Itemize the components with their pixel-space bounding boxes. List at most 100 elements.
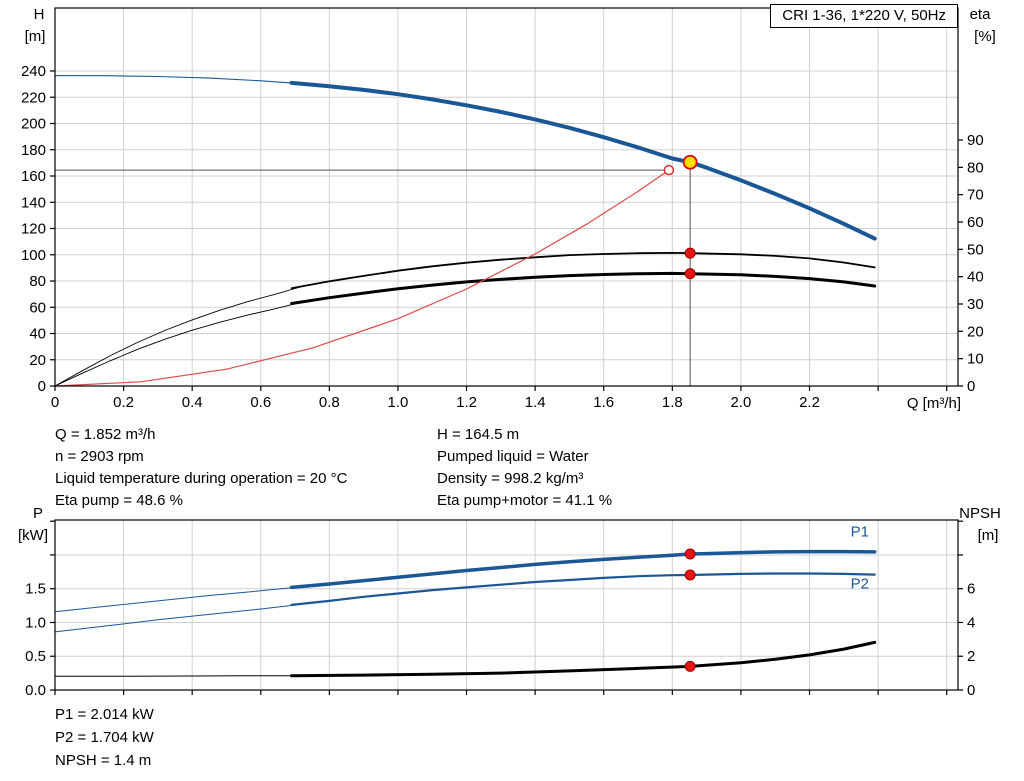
svg-text:70: 70 bbox=[967, 187, 984, 204]
svg-text:60: 60 bbox=[29, 299, 46, 316]
svg-text:0: 0 bbox=[51, 394, 59, 411]
svg-text:0: 0 bbox=[967, 682, 975, 699]
p1-curve-label: P1 bbox=[851, 524, 869, 541]
result-eta-pump-motor: Eta pump+motor = 41.1 % bbox=[437, 492, 613, 509]
svg-text:2.2: 2.2 bbox=[799, 394, 820, 411]
p1-duty-dot bbox=[684, 548, 696, 560]
svg-text:0.6: 0.6 bbox=[250, 394, 271, 411]
p1-curve-extension bbox=[54, 586, 303, 613]
svg-text:2: 2 bbox=[967, 648, 975, 665]
axis-labels: 0.0 0.5 1.0 1.5 0 2 4 6 P [kW] NPSH [m] P1 P2 bbox=[18, 505, 1001, 699]
svg-text:1.6: 1.6 bbox=[593, 394, 614, 411]
duty-results-right: H = 164.5 m Pumped liquid = Water Densit… bbox=[437, 424, 612, 512]
p1-curve bbox=[289, 549, 877, 590]
svg-text:90: 90 bbox=[967, 132, 984, 149]
result-eta-pump: Eta pump = 48.6 % bbox=[55, 492, 183, 509]
svg-text:0.0: 0.0 bbox=[25, 682, 46, 699]
duty-markers bbox=[684, 548, 696, 672]
svg-text:4: 4 bbox=[967, 614, 975, 631]
result-density: Density = 998.2 kg/m³ bbox=[437, 470, 584, 487]
plot-frame bbox=[54, 519, 959, 691]
eta-pump-duty-dot bbox=[684, 247, 696, 259]
svg-text:6: 6 bbox=[967, 581, 975, 598]
svg-text:40: 40 bbox=[29, 326, 46, 343]
svg-text:10: 10 bbox=[967, 351, 984, 368]
svg-text:P: P bbox=[33, 505, 43, 522]
axis-labels: 0 0.2 0.4 0.6 0.8 1.0 1.2 1.4 1.6 1.8 2.0 2.2 0 20 40 6… bbox=[21, 6, 996, 412]
npsh-duty-dot bbox=[684, 660, 696, 672]
svg-text:eta: eta bbox=[970, 6, 992, 23]
svg-text:[kW]: [kW] bbox=[18, 527, 48, 544]
result-p2: P2 = 1.704 kW bbox=[55, 729, 154, 746]
duty-results-left: Q = 1.852 m³/h n = 2903 rpm Liquid tempe… bbox=[55, 424, 347, 512]
eta-pump-motor-curve bbox=[290, 271, 877, 305]
svg-text:200: 200 bbox=[21, 116, 46, 133]
gridlines bbox=[55, 8, 958, 386]
svg-text:[m]: [m] bbox=[25, 28, 46, 45]
svg-text:[%]: [%] bbox=[974, 28, 996, 45]
svg-text:120: 120 bbox=[21, 221, 46, 238]
eta-pump-curve bbox=[290, 252, 876, 290]
x-axis-label: Q [m³/h] bbox=[907, 395, 961, 412]
plot-frame bbox=[54, 7, 959, 387]
power-npsh-chart: 0.0 0.5 1.0 1.5 0 2 4 6 P [kW] NPSH [m] P1 P2 bbox=[18, 505, 1001, 699]
npsh-curve bbox=[290, 640, 877, 678]
svg-text:H: H bbox=[34, 6, 45, 23]
svg-text:50: 50 bbox=[967, 241, 984, 258]
svg-text:80: 80 bbox=[29, 273, 46, 290]
svg-text:1.5: 1.5 bbox=[25, 581, 46, 598]
p2-duty-dot bbox=[684, 569, 696, 581]
svg-text:2.0: 2.0 bbox=[730, 394, 751, 411]
svg-text:NPSH: NPSH bbox=[959, 505, 1001, 522]
npsh-curve-extension bbox=[54, 675, 303, 677]
power-npsh-results: P1 = 2.014 kW P2 = 1.704 kW NPSH = 1.4 m bbox=[55, 703, 154, 772]
result-flow: Q = 1.852 m³/h bbox=[55, 426, 156, 443]
svg-text:1.0: 1.0 bbox=[25, 614, 46, 631]
result-npsh: NPSH = 1.4 m bbox=[55, 752, 152, 769]
svg-text:0.2: 0.2 bbox=[113, 394, 134, 411]
svg-text:180: 180 bbox=[21, 142, 46, 159]
svg-text:20: 20 bbox=[967, 323, 984, 340]
svg-text:0: 0 bbox=[967, 378, 975, 395]
duty-point-marker bbox=[663, 164, 675, 176]
system-curve bbox=[54, 169, 670, 387]
h-curve bbox=[289, 80, 877, 241]
eta-pump-motor-curve-extension bbox=[54, 301, 303, 387]
svg-text:0.4: 0.4 bbox=[182, 394, 203, 411]
svg-text:240: 240 bbox=[21, 63, 46, 80]
curves bbox=[54, 75, 877, 387]
p2-curve-label: P2 bbox=[851, 576, 869, 593]
duty-markers bbox=[663, 154, 698, 280]
svg-text:30: 30 bbox=[967, 296, 984, 313]
axes bbox=[50, 519, 963, 695]
svg-text:1.4: 1.4 bbox=[525, 394, 546, 411]
result-liquid-temperature: Liquid temperature during operation = 20… bbox=[55, 470, 348, 487]
curves bbox=[54, 549, 877, 678]
svg-text:1.0: 1.0 bbox=[388, 394, 409, 411]
svg-text:0.8: 0.8 bbox=[319, 394, 340, 411]
axes bbox=[50, 7, 963, 391]
eta-pump-motor-duty-dot bbox=[684, 268, 696, 280]
svg-text:0: 0 bbox=[38, 378, 46, 395]
result-p1: P1 = 2.014 kW bbox=[55, 706, 154, 723]
p2-curve-extension bbox=[54, 603, 303, 633]
svg-text:1.8: 1.8 bbox=[662, 394, 683, 411]
operating-point-marker bbox=[682, 154, 698, 170]
qh-eta-chart: 0 0.2 0.4 0.6 0.8 1.0 1.2 1.4 1.6 1.8 2.0 2.2 0 20 40 6… bbox=[21, 6, 996, 412]
svg-text:160: 160 bbox=[21, 168, 46, 185]
result-pumped-liquid: Pumped liquid = Water bbox=[437, 448, 589, 465]
svg-text:1.2: 1.2 bbox=[456, 394, 477, 411]
pump-model-label: CRI 1-36, 1*220 V, 50Hz bbox=[782, 7, 946, 24]
svg-text:20: 20 bbox=[29, 352, 46, 369]
svg-text:220: 220 bbox=[21, 89, 46, 106]
result-speed: n = 2903 rpm bbox=[55, 448, 144, 465]
result-head: H = 164.5 m bbox=[437, 426, 520, 443]
svg-text:[m]: [m] bbox=[978, 527, 999, 544]
svg-text:60: 60 bbox=[967, 214, 984, 231]
eta-pump-curve-extension bbox=[54, 286, 303, 387]
h-curve-extension bbox=[54, 75, 303, 85]
svg-text:100: 100 bbox=[21, 247, 46, 264]
svg-text:40: 40 bbox=[967, 269, 984, 286]
svg-text:0.5: 0.5 bbox=[25, 648, 46, 665]
